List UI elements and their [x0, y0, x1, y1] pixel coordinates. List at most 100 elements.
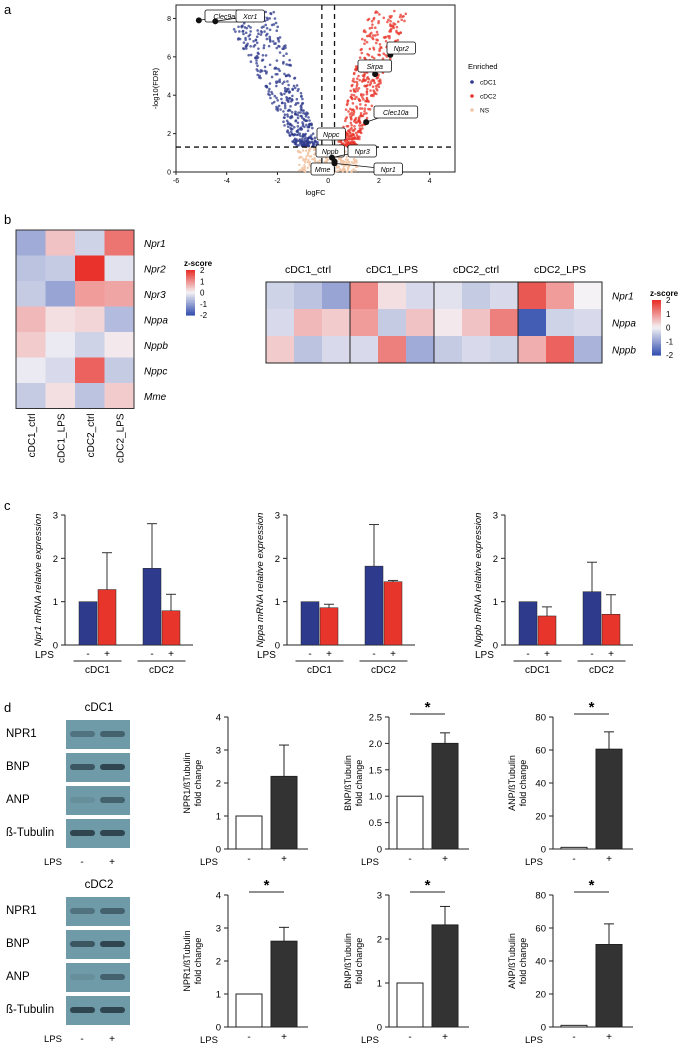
column-label: cDC2_ctrl [86, 414, 97, 458]
heatmap-cell [45, 332, 76, 358]
data-point [301, 135, 305, 139]
data-point [289, 130, 293, 134]
heatmap-rna-colorbar-tick: -2 [200, 311, 208, 320]
data-point [357, 74, 360, 78]
data-point [246, 42, 249, 46]
data-point [371, 85, 375, 89]
data-point [285, 98, 289, 102]
data-point-ns [301, 166, 304, 170]
data-point [249, 53, 253, 57]
data-point [349, 121, 353, 125]
lps-sign: + [606, 854, 612, 865]
data-point [286, 129, 290, 132]
bar [383, 581, 403, 646]
data-point [360, 51, 364, 55]
significance-marker: * [589, 877, 595, 894]
heatmap-pooled-colorbar-step [652, 353, 661, 356]
heatmap-cell [16, 230, 46, 256]
bar [431, 742, 459, 850]
y-tick-label: 1 [53, 597, 58, 608]
data-point [351, 132, 355, 136]
data-point [369, 94, 373, 98]
heatmap-rna-colorbar-step [186, 279, 195, 282]
highlighted-point [195, 17, 202, 24]
data-point [309, 136, 313, 140]
data-point [238, 30, 241, 33]
legend-swatch [470, 80, 474, 84]
data-point [282, 80, 286, 84]
bar [161, 610, 181, 646]
heatmap-pooled-colorbar-step [652, 322, 661, 325]
data-point [262, 46, 266, 50]
data-point [361, 95, 364, 99]
data-point [365, 92, 369, 96]
data-point [260, 69, 264, 73]
heatmap-pooled-colorbar-step [652, 347, 661, 351]
heatmap-cell [546, 282, 575, 310]
data-point [394, 39, 397, 43]
y-axis-label: ANP/ßTubulin [507, 755, 517, 811]
data-point [365, 40, 369, 44]
data-point-ns [355, 159, 358, 162]
data-point [278, 36, 282, 39]
data-point [278, 69, 281, 73]
lps-label: LPS [200, 1035, 218, 1043]
heatmap-cell [104, 230, 135, 256]
data-point [283, 104, 287, 108]
data-point [232, 28, 236, 31]
data-point [352, 77, 355, 81]
data-point [256, 64, 259, 68]
lps-label: LPS [475, 650, 494, 661]
data-point [285, 52, 288, 55]
data-point [257, 32, 260, 36]
data-point [397, 32, 401, 36]
bar [319, 607, 339, 646]
x-tick-label: 2 [377, 178, 381, 185]
data-point [242, 21, 246, 25]
data-point [275, 84, 278, 88]
heatmap-pooled-colorbar-title: z-score [650, 289, 679, 298]
data-point [374, 41, 378, 45]
data-point-ns [305, 155, 308, 158]
data-point [395, 25, 399, 29]
data-point [271, 101, 274, 105]
data-point [355, 105, 358, 108]
y-axis-label: Nppa mRNA relative expression [255, 513, 266, 648]
data-point [354, 121, 358, 124]
legend-swatch [470, 94, 474, 98]
row-label: Nppb [144, 341, 168, 352]
data-point [352, 88, 356, 91]
bar [595, 944, 623, 1028]
heatmap-pooled-colorbar-step [652, 327, 661, 330]
heatmap-rna-colorbar-step [186, 301, 195, 304]
data-point [293, 133, 296, 136]
data-point [265, 70, 268, 74]
y-tick-label: 0 [216, 1023, 221, 1034]
heatmap-cell [294, 282, 323, 310]
data-point-ns [298, 163, 301, 167]
data-point [362, 77, 365, 81]
legend: Enriched cDC1 cDC2 NS [468, 62, 498, 115]
data-point [400, 18, 404, 22]
highlighted-point [212, 18, 219, 25]
data-point-ns [301, 149, 305, 152]
x-tick-label: -6 [173, 178, 179, 185]
heatmap-cell [434, 336, 463, 364]
data-point [404, 12, 408, 16]
y-axis-label: fold change [354, 760, 364, 807]
heatmap-rna-colorbar-tick: 0 [200, 289, 205, 298]
panel-label-c: c [4, 498, 11, 513]
data-point-ns [303, 165, 306, 169]
data-point [352, 94, 356, 97]
row-label: Nppb [612, 346, 636, 357]
gene-label: Nppc [323, 132, 340, 139]
heatmap-rna-colorbar-step [186, 289, 195, 292]
data-point [277, 38, 280, 41]
data-point [283, 92, 286, 96]
data-point [296, 125, 300, 128]
lps-sign: - [590, 649, 593, 660]
x-tick-label: 0 [326, 178, 330, 185]
heatmap-cell [378, 309, 407, 337]
data-point-ns [313, 153, 316, 156]
data-point-ns [352, 168, 355, 171]
